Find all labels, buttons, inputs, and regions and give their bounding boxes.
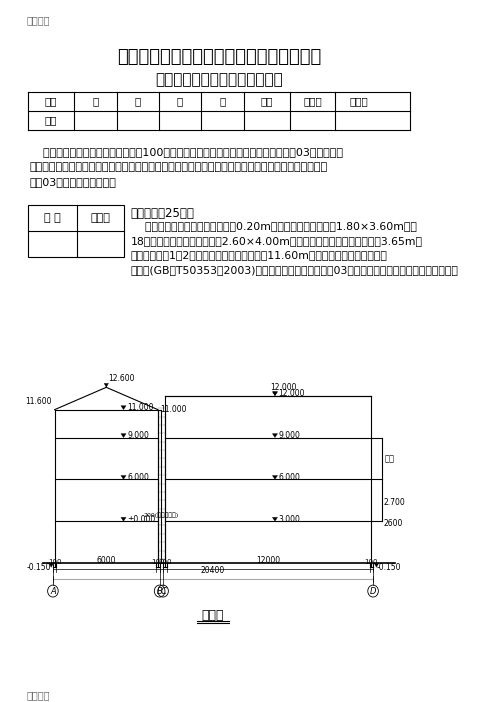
- Bar: [28, 205, 124, 257]
- Text: 12000: 12000: [256, 556, 280, 565]
- Text: 坡屋面坡度为1：2；平屋面女儿墙顶面标高为11.60m。请按建筑工程建筑面积计: 坡屋面坡度为1：2；平屋面女儿墙顶面标高为11.60m。请按建筑工程建筑面积计: [130, 250, 387, 260]
- Text: 100: 100: [151, 559, 165, 565]
- Text: C: C: [160, 587, 166, 595]
- Polygon shape: [49, 563, 54, 567]
- Text: 2600: 2600: [383, 519, 403, 528]
- Polygon shape: [273, 392, 277, 396]
- Polygon shape: [272, 517, 278, 522]
- Text: 评卷人: 评卷人: [90, 213, 110, 223]
- Polygon shape: [104, 383, 109, 388]
- Text: 题号: 题号: [45, 96, 58, 106]
- Text: 二〇〇四年福建省建设工程造价员资格考试: 二〇〇四年福建省建设工程造价员资格考试: [117, 48, 321, 66]
- Text: 9.000: 9.000: [127, 431, 149, 440]
- Text: 算规范(GB／T50353－2003)计算下图的建筑面积，并按03年计价表规定计算外墙脚手架工程量。: 算规范(GB／T50353－2003)计算下图的建筑面积，并按03年计价表规定计…: [130, 265, 458, 274]
- Text: 11.000: 11.000: [127, 403, 154, 412]
- Polygon shape: [272, 392, 278, 396]
- Text: 携带03定额手册作为参考。: 携带03定额手册作为参考。: [29, 178, 116, 187]
- Text: 100: 100: [158, 559, 172, 565]
- Text: 6000: 6000: [97, 556, 116, 565]
- Text: D: D: [370, 587, 376, 595]
- Text: 四: 四: [219, 96, 226, 106]
- Text: 精品文档: 精品文档: [26, 15, 50, 25]
- Text: 阳台: 阳台: [384, 454, 394, 463]
- Text: 一、（本题25分）: 一、（本题25分）: [130, 207, 194, 220]
- Text: 精品文档: 精品文档: [26, 690, 50, 700]
- Text: 12.000: 12.000: [270, 383, 296, 392]
- Text: 建筑工程造价实务案例分析试卷: 建筑工程造价实务案例分析试卷: [155, 72, 283, 87]
- Text: 得 分: 得 分: [44, 213, 61, 223]
- Text: 20400: 20400: [201, 566, 225, 575]
- Text: -0.150: -0.150: [27, 563, 51, 572]
- Text: 12.600: 12.600: [108, 374, 134, 383]
- Polygon shape: [121, 406, 126, 410]
- Text: 2.700: 2.700: [383, 498, 405, 507]
- Text: 11.000: 11.000: [161, 405, 187, 414]
- Text: 总分: 总分: [260, 96, 273, 106]
- Text: 100: 100: [365, 559, 378, 565]
- Text: 12.000: 12.000: [278, 389, 305, 398]
- Polygon shape: [121, 434, 126, 437]
- Text: 二: 二: [134, 96, 141, 106]
- Polygon shape: [272, 475, 278, 479]
- Text: 11.600: 11.600: [25, 397, 52, 406]
- Text: 18个），雨蓬水平投影尺寸为2.60×4.00m，坡屋面阁楼室内净高最高点为3.65m，: 18个），雨蓬水平投影尺寸为2.60×4.00m，坡屋面阁楼室内净高最高点为3.…: [130, 236, 423, 246]
- Text: 100: 100: [48, 559, 62, 565]
- Text: 计分人: 计分人: [303, 96, 322, 106]
- Polygon shape: [121, 517, 126, 522]
- Text: 三: 三: [177, 96, 183, 106]
- Text: A: A: [50, 587, 56, 595]
- Polygon shape: [374, 563, 379, 567]
- Text: 核分人: 核分人: [349, 96, 368, 106]
- Polygon shape: [272, 434, 278, 437]
- Text: 200(变形缝间距): 200(变形缝间距): [144, 512, 179, 518]
- Text: 得分: 得分: [45, 115, 58, 125]
- Text: B: B: [157, 587, 163, 595]
- Text: 9.000: 9.000: [278, 431, 301, 440]
- Text: 立面图: 立面图: [202, 609, 224, 622]
- Polygon shape: [121, 475, 126, 479]
- Text: ±0.000: ±0.000: [127, 515, 155, 524]
- Text: -0.150: -0.150: [376, 563, 401, 572]
- Text: 如图，某多层住宅变形缝宽度为0.20m，阳台水平投影尺寸为1.80×3.60m（共: 如图，某多层住宅变形缝宽度为0.20m，阳台水平投影尺寸为1.80×3.60m（…: [130, 221, 417, 231]
- Text: 一: 一: [92, 96, 99, 106]
- Text: 6.000: 6.000: [278, 473, 301, 482]
- Text: 6.000: 6.000: [127, 473, 149, 482]
- Text: 3.000: 3.000: [278, 515, 301, 524]
- Text: 本卷为案例分析题，共四题，总分100分；人工工费单价和施工机械台班单价全部以03年计价表中: 本卷为案例分析题，共四题，总分100分；人工工费单价和施工机械台班单价全部以03…: [29, 147, 343, 157]
- Text: 价格为准；文字与图形不同时，以文字说明为准；要求分析合理、结论正确，并简要写出计算过程。可: 价格为准；文字与图形不同时，以文字说明为准；要求分析合理、结论正确，并简要写出计…: [29, 162, 327, 173]
